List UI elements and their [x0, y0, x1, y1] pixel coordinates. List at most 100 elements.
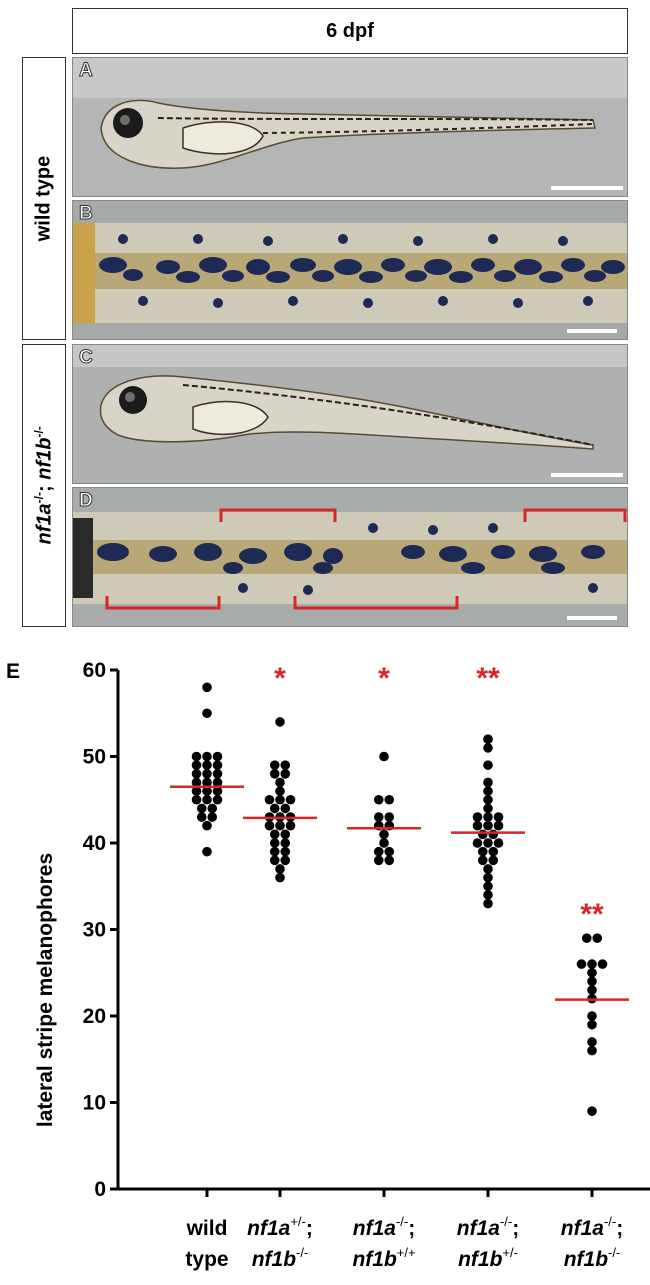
panel-letter: C	[79, 347, 94, 369]
data-point	[275, 794, 285, 805]
x-category-label: nf1b-/-	[564, 1245, 621, 1271]
panel-e-chart: E lateral stripe melanophores 0 10 20 30 40 5…	[0, 640, 650, 1280]
panel-letter: A	[79, 60, 94, 82]
data-point	[269, 760, 280, 770]
data-point	[587, 985, 597, 995]
data-point	[207, 812, 218, 822]
mutant-label-box: nf1a-/-; nf1b-/-	[22, 344, 66, 627]
wild-type-label: wild type	[32, 155, 55, 242]
data-point	[483, 786, 493, 796]
data-point	[483, 743, 493, 753]
data-point	[212, 794, 223, 805]
data-point	[592, 933, 603, 943]
data-point	[488, 829, 499, 840]
data-point	[191, 786, 202, 796]
data-point	[483, 794, 493, 805]
data-point	[207, 803, 218, 814]
panel-d-image: D	[72, 487, 628, 627]
y-tick-label: 10	[83, 1092, 106, 1115]
data-point	[275, 820, 285, 831]
data-point	[212, 751, 223, 762]
data-point	[477, 846, 488, 857]
data-point	[483, 881, 493, 892]
data-point	[275, 872, 285, 883]
data-point	[488, 846, 499, 857]
data-point	[587, 1045, 597, 1056]
data-point	[472, 812, 483, 822]
data-point	[373, 846, 384, 857]
scale-bar	[567, 616, 617, 620]
scale-bar	[551, 473, 623, 477]
data-point	[212, 760, 223, 770]
data-point	[202, 769, 212, 779]
data-point	[587, 1106, 597, 1116]
data-point	[587, 1019, 597, 1030]
panel-letter: D	[79, 490, 94, 512]
data-point	[269, 846, 280, 857]
data-point	[587, 959, 597, 969]
data-point	[379, 829, 389, 840]
data-point	[493, 812, 504, 822]
y-axis-title: lateral stripe melanophores	[34, 853, 57, 1127]
data-point	[587, 1037, 597, 1047]
y-tick-label: 30	[83, 919, 106, 942]
data-point	[191, 751, 202, 762]
wild-type-label-box: wild type	[22, 57, 66, 340]
data-point	[472, 820, 483, 831]
significance-asterisk: *	[378, 662, 390, 695]
data-point	[280, 769, 291, 779]
data-point	[576, 959, 587, 969]
data-point	[280, 838, 291, 848]
data-point	[379, 751, 389, 762]
axes: 0 10 20 30 40 50 60 wild type nf1a+/-; nf1b-/- nf1a…	[83, 659, 650, 1271]
significance-asterisk: *	[274, 662, 286, 695]
data-point	[202, 820, 212, 831]
data-point	[212, 786, 223, 796]
data-point	[483, 777, 493, 788]
significance-asterisk: **	[476, 662, 500, 695]
data-point	[472, 838, 483, 848]
trunk-wildtype-illustration	[73, 201, 627, 339]
data-point	[483, 812, 493, 822]
data-marks: * * ****	[170, 662, 629, 1116]
data-point	[191, 760, 202, 770]
data-point	[483, 820, 493, 831]
data-point	[212, 769, 223, 779]
data-point	[285, 794, 296, 805]
panel-a-image: A	[72, 57, 628, 197]
data-point	[587, 976, 597, 987]
data-point	[488, 855, 499, 866]
data-point	[264, 794, 275, 805]
data-point	[275, 777, 285, 788]
data-point	[597, 959, 608, 969]
significance-asterisk: **	[580, 898, 604, 931]
data-point	[477, 855, 488, 866]
data-point	[493, 820, 504, 831]
data-point	[191, 777, 202, 788]
data-point	[483, 734, 493, 744]
data-point	[191, 794, 202, 805]
data-point	[280, 855, 291, 866]
panel-c-image: C	[72, 344, 628, 484]
data-point	[384, 812, 395, 822]
data-point	[483, 760, 493, 770]
trunk-mutant-illustration	[73, 488, 627, 626]
data-point	[196, 812, 207, 822]
data-point	[280, 803, 291, 814]
data-point	[191, 769, 202, 779]
data-point	[269, 829, 280, 840]
data-point	[269, 803, 280, 814]
larva-wildtype-illustration	[73, 58, 627, 196]
data-point	[483, 872, 493, 883]
data-point	[202, 708, 212, 719]
data-point	[581, 933, 592, 943]
data-point	[269, 855, 280, 866]
data-point	[384, 794, 395, 805]
data-point	[202, 751, 212, 762]
data-point	[384, 855, 395, 866]
data-point	[202, 846, 212, 857]
data-point	[202, 760, 212, 770]
data-point	[264, 820, 275, 831]
y-tick-label: 40	[83, 832, 106, 855]
y-tick-label: 0	[94, 1178, 106, 1201]
